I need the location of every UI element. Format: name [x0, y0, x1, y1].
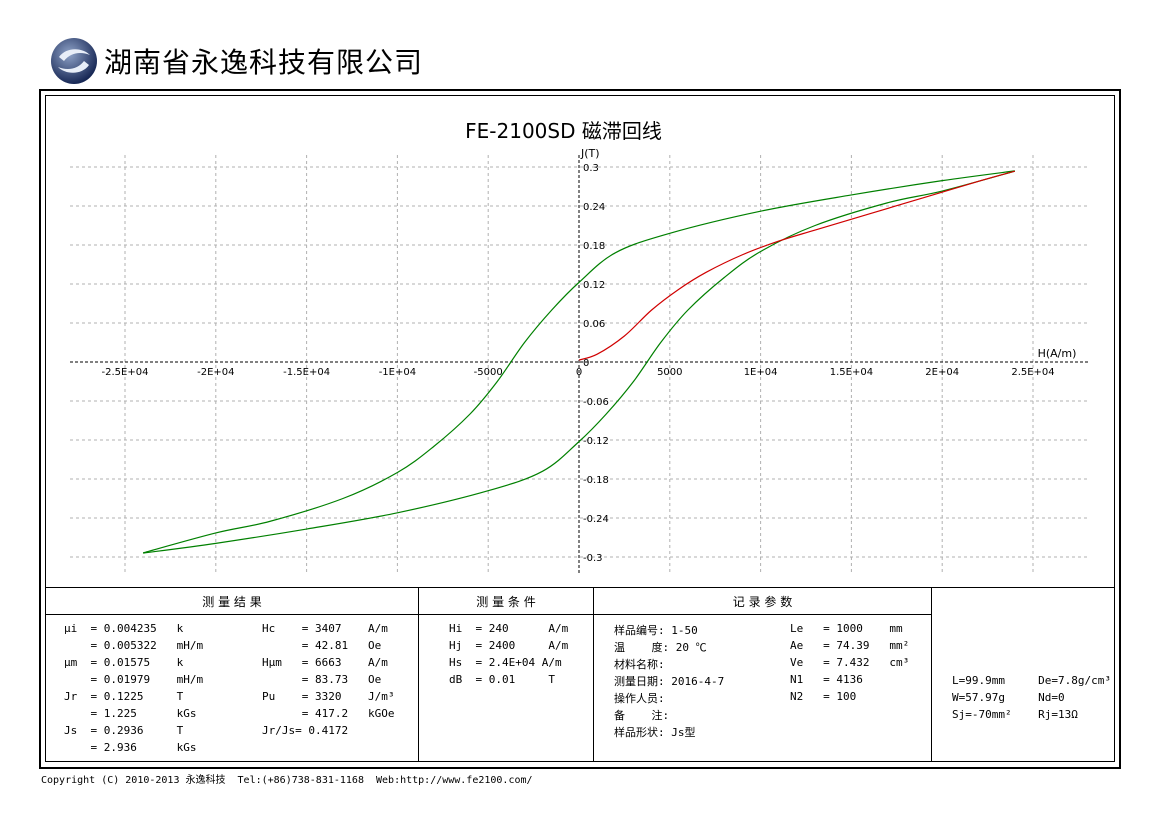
panel-row: Js = 0.2936 T	[64, 724, 184, 737]
panel-row: = 2.936 kGs	[64, 741, 197, 754]
hysteresis-series-0	[143, 170, 1015, 554]
panel-row: 样品编号: 1-50	[614, 624, 698, 637]
y-tick-label: 0.24	[583, 202, 605, 213]
conditions-panel: 测 量 条 件 Hi = 240 A/m Hj = 2400 A/m Hs = 2.…	[419, 587, 593, 761]
panel-row: dB = 0.01 T	[449, 673, 555, 686]
y-tick-label: -0.12	[583, 436, 609, 447]
panel-divider	[931, 587, 932, 761]
panel-row: 温 度: 20 ℃	[614, 641, 707, 654]
panel-row: = 1.225 kGs	[64, 707, 197, 720]
panel-row: 测量日期: 2016-4-7	[614, 675, 725, 688]
x-tick-label: 1.5E+04	[830, 367, 873, 378]
panel-divider	[593, 587, 594, 761]
company-name: 湖南省永逸科技有限公司	[104, 46, 424, 79]
panel-row: N2 = 100	[790, 690, 857, 703]
x-tick-label: 2E+04	[925, 367, 959, 378]
hysteresis-series-1	[143, 170, 1015, 554]
panel-row: = 0.005322 mH/m	[64, 639, 204, 652]
y-tick-label: -0.3	[583, 553, 603, 564]
y-tick-label: 0.06	[583, 319, 605, 330]
y-tick-label: -0.06	[583, 397, 609, 408]
y-tick-label: 0.18	[583, 241, 605, 252]
panel-row: = 0.01979 mH/m	[64, 673, 204, 686]
panel-row: μi = 0.004235 k	[64, 622, 184, 635]
panel-row: Jr = 0.1225 T	[64, 690, 184, 703]
panel-row: Hc = 3407 A/m	[262, 622, 388, 635]
panel-row: W=57.97g Nd=0	[952, 691, 1065, 704]
panel-row: 操作人员:	[614, 692, 665, 705]
panel-row: 备 注:	[614, 709, 670, 722]
x-tick-label: -1E+04	[379, 367, 416, 378]
page-header: 湖南省永逸科技有限公司	[50, 36, 423, 86]
hysteresis-series-2	[578, 170, 1016, 361]
report-frame	[39, 89, 1121, 769]
y-axis-label: J(T)	[580, 147, 600, 160]
panel-row: Ae = 74.39 mm²	[790, 639, 910, 652]
results-panel-title: 测 量 结 果	[46, 588, 418, 615]
y-tick-label: -0.18	[583, 475, 609, 486]
copyright-footer: Copyright (C) 2010-2013 永逸科技 Tel:(+86)73…	[41, 775, 533, 786]
chart-title: FE-2100SD 磁滞回线	[465, 119, 662, 143]
x-tick-label: -1.5E+04	[283, 367, 330, 378]
x-tick-label: 0	[576, 367, 582, 378]
y-tick-label: -0.24	[583, 514, 609, 525]
results-panel: 测 量 结 果 μi = 0.004235 k = 0.005322 mH/m μ…	[46, 587, 418, 761]
panel-row: N1 = 4136	[790, 673, 863, 686]
panel-row: Sj=-70mm² Rj=13Ω	[952, 708, 1078, 721]
report-inner-frame	[45, 95, 1115, 762]
x-tick-label: -2.5E+04	[102, 367, 149, 378]
panel-row: Le = 1000 mm	[790, 622, 903, 635]
panel-row: μm = 0.01575 k	[64, 656, 184, 669]
x-axis-label: H(A/m)	[1038, 347, 1077, 360]
panel-row: Hj = 2400 A/m	[449, 639, 569, 652]
panel-row: = 83.73 Oe	[262, 673, 382, 686]
x-tick-label: -2E+04	[197, 367, 234, 378]
x-tick-label: 1E+04	[744, 367, 778, 378]
panel-row: Hs = 2.4E+04 A/m	[449, 656, 562, 669]
y-tick-label: 0.3	[583, 163, 599, 174]
record-panel-title: 记 录 参 数	[594, 588, 931, 615]
panel-row: Jr/Js= 0.4172	[262, 724, 349, 737]
x-tick-label: -5000	[474, 367, 503, 378]
x-tick-label: 2.5E+04	[1011, 367, 1054, 378]
panel-row: Hμm = 6663 A/m	[262, 656, 388, 669]
y-tick-label: 0	[583, 358, 589, 369]
panel-row: L=99.9mm De=7.8g/cm³	[952, 674, 1111, 687]
panel-row: = 42.81 Oe	[262, 639, 382, 652]
panel-divider	[418, 587, 419, 761]
panel-row: Ve = 7.432 cm³	[790, 656, 910, 669]
x-tick-label: 5000	[657, 367, 682, 378]
conditions-panel-title: 测 量 条 件	[419, 588, 593, 615]
company-logo-icon	[51, 38, 97, 84]
sample-panel: L=99.9mm De=7.8g/cm³ W=57.97g Nd=0 Sj=-70m…	[932, 587, 1114, 761]
panel-row: = 417.2 kGOe	[262, 707, 395, 720]
record-panel: 记 录 参 数 样品编号: 1-50 温 度: 20 ℃ 材料名称: 测量日期: 20…	[594, 587, 931, 761]
panel-row: Pu = 3320 J/m³	[262, 690, 395, 703]
y-tick-label: 0.12	[583, 280, 605, 291]
hysteresis-chart: -2.5E+04 -2E+04 -1.5E+04 -1E+04 -5000 0 5000 1E…	[70, 147, 1090, 575]
panel-row: 材料名称:	[614, 658, 665, 671]
panel-row: Hi = 240 A/m	[449, 622, 569, 635]
panel-row: 样品形状: Js型	[614, 726, 696, 739]
